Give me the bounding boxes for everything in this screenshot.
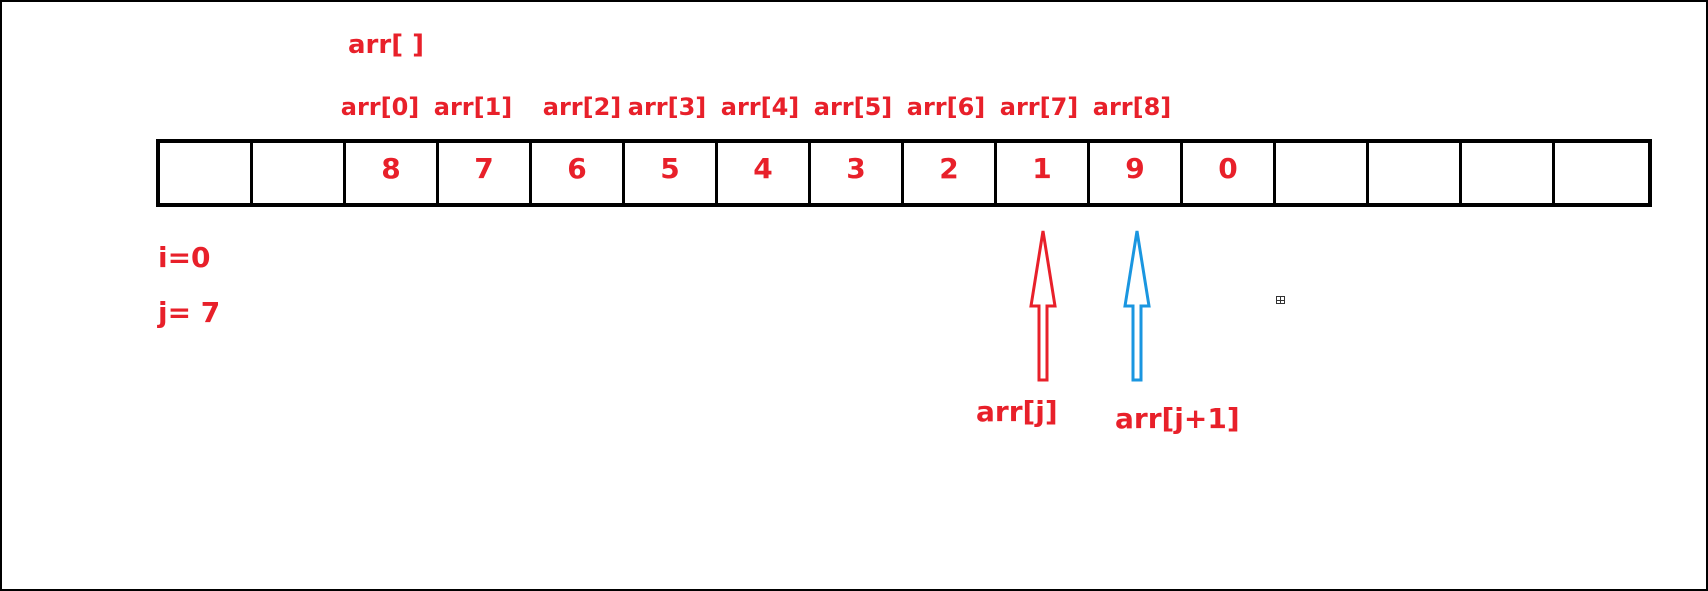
array-cell: 9 xyxy=(1090,143,1183,203)
cell-value: 8 xyxy=(381,152,401,185)
anchor-handle-icon[interactable] xyxy=(1276,296,1285,304)
array-cell xyxy=(1555,143,1648,203)
array-cell: 3 xyxy=(811,143,904,203)
index-label-2: arr[2] xyxy=(542,93,622,121)
cell-value: 9 xyxy=(1125,152,1145,185)
array-cell xyxy=(160,143,253,203)
index-label-1: arr[1] xyxy=(433,93,513,121)
arr-j-label: arr[j] xyxy=(976,395,1058,428)
index-label-3: arr[3] xyxy=(627,93,707,121)
cell-value: 2 xyxy=(939,152,959,185)
index-label-7: arr[7] xyxy=(999,93,1079,121)
array-cell xyxy=(1462,143,1555,203)
array-title: arr[ ] xyxy=(348,30,425,60)
cell-value: 7 xyxy=(474,152,494,185)
array-cell xyxy=(1276,143,1369,203)
array-cell: 8 xyxy=(346,143,439,203)
cell-value: 0 xyxy=(1218,152,1238,185)
array-row: 8 7 6 5 4 3 2 1 9 0 xyxy=(156,139,1652,207)
array-cell: 2 xyxy=(904,143,997,203)
var-i-label: i=0 xyxy=(158,241,211,274)
cell-value: 3 xyxy=(846,152,866,185)
array-cell: 0 xyxy=(1183,143,1276,203)
arr-j1-label: arr[j+1] xyxy=(1115,402,1240,435)
var-j-label: j= 7 xyxy=(158,296,221,329)
index-label-0: arr[0] xyxy=(340,93,420,121)
index-label-4: arr[4] xyxy=(720,93,800,121)
index-label-6: arr[6] xyxy=(906,93,986,121)
arr-j1-arrow-icon xyxy=(1123,230,1151,382)
array-cell xyxy=(1369,143,1462,203)
array-cell: 7 xyxy=(439,143,532,203)
arr-j-arrow-icon xyxy=(1029,230,1057,382)
cell-value: 6 xyxy=(567,152,587,185)
index-label-8: arr[8] xyxy=(1092,93,1172,121)
array-cell: 6 xyxy=(532,143,625,203)
cell-value: 4 xyxy=(753,152,773,185)
cell-value: 5 xyxy=(660,152,680,185)
cell-value: 1 xyxy=(1032,152,1052,185)
array-cell: 5 xyxy=(625,143,718,203)
index-label-5: arr[5] xyxy=(813,93,893,121)
array-cell: 4 xyxy=(718,143,811,203)
array-cell xyxy=(253,143,346,203)
array-cell: 1 xyxy=(997,143,1090,203)
